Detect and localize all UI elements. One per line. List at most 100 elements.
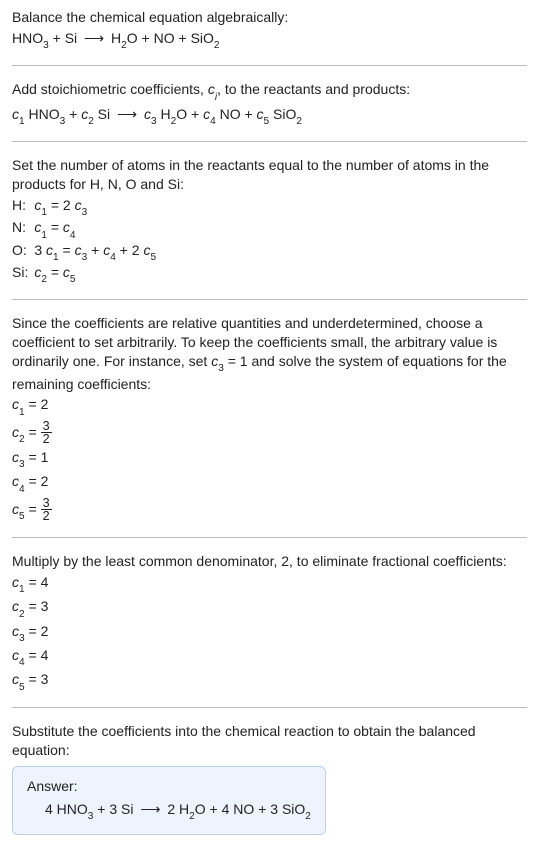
- sub: 2: [296, 116, 302, 127]
- eq: = 3: [25, 598, 49, 614]
- section1-heading: Balance the chemical equation algebraica…: [12, 8, 527, 27]
- c: c: [12, 106, 19, 122]
- lhs-hno3: HNO3: [12, 30, 49, 46]
- sub: 1: [41, 230, 47, 241]
- element-label: N:: [12, 218, 34, 240]
- c: c: [12, 449, 19, 465]
- atom-balance-table: H: c1 = 2 c3 N: c1 = c4 O: 3 c1 = c3 + c…: [12, 196, 160, 286]
- c: c: [12, 623, 19, 639]
- arrow-icon: ⟶: [81, 30, 107, 46]
- sub: 4: [70, 230, 76, 241]
- c1-line: c1 = 4: [12, 573, 527, 595]
- lhs-si: Si: [65, 30, 77, 46]
- plus: +: [187, 106, 203, 122]
- c: c: [63, 264, 70, 280]
- eq: = 3: [25, 671, 49, 687]
- answer-equation: 4 HNO3 + 3 Si ⟶ 2 H2O + 4 NO + 3 SiO2: [27, 800, 311, 822]
- sub: 4: [19, 484, 25, 495]
- c4-line: c4 = 4: [12, 646, 527, 668]
- txt: 3 SiO: [270, 801, 305, 817]
- plus: +: [254, 801, 270, 817]
- divider: [12, 299, 527, 300]
- ci-sub: i: [215, 92, 217, 103]
- section2-equation: c1 HNO3 + c2 Si ⟶ c3 H2O + c4 NO + c5 Si…: [12, 105, 527, 127]
- mid: =: [47, 264, 63, 280]
- sub: 2: [88, 116, 94, 127]
- element-label: O:: [12, 241, 34, 263]
- sub: 1: [19, 584, 25, 595]
- divider: [12, 537, 527, 538]
- plus: +: [175, 30, 191, 46]
- eq: = 1: [25, 449, 49, 465]
- row-h: H: c1 = 2 c3: [12, 196, 160, 218]
- sub: 5: [19, 682, 25, 693]
- c: c: [12, 424, 19, 440]
- section4-heading: Since the coefficients are relative quan…: [12, 314, 527, 393]
- sub: 5: [264, 116, 270, 127]
- eq: =: [25, 424, 41, 440]
- txt: 4 HNO: [45, 801, 88, 817]
- c: c: [257, 106, 264, 122]
- sub: 2: [19, 434, 25, 445]
- plus: +: [241, 106, 257, 122]
- c5-line: c5 = 3: [12, 670, 527, 692]
- sub: 2: [19, 609, 25, 620]
- txt: HNO: [12, 30, 43, 46]
- c: c: [12, 574, 19, 590]
- eq: = 4: [25, 647, 49, 663]
- sp: O: [176, 106, 187, 122]
- c: c: [63, 219, 70, 235]
- answer-box: Answer: 4 HNO3 + 3 Si ⟶ 2 H2O + 4 NO + 3…: [12, 766, 326, 835]
- eq: = 2: [25, 623, 49, 639]
- sub: 1: [41, 207, 47, 218]
- rhs-sio2: SiO2: [191, 30, 220, 46]
- sub: 4: [110, 252, 116, 263]
- divider: [12, 141, 527, 142]
- row-si: Si: c2 = c5: [12, 263, 160, 285]
- rhs-no: NO: [154, 30, 175, 46]
- section3-heading: Set the number of atoms in the reactants…: [12, 156, 527, 194]
- c: c: [12, 396, 19, 412]
- eq: c2 = c5: [34, 263, 160, 285]
- txt: , to the reactants and products:: [217, 81, 410, 97]
- sub: 1: [19, 407, 25, 418]
- plus: +: [65, 106, 81, 122]
- sub: 5: [150, 252, 156, 263]
- c5-line: c5 = 32: [12, 497, 527, 523]
- section1-equation: HNO3 + Si ⟶ H2O + NO + SiO2: [12, 29, 527, 51]
- c: c: [12, 647, 19, 663]
- eq: c1 = c4: [34, 218, 160, 240]
- c: c: [12, 501, 19, 517]
- plus: +: [93, 801, 109, 817]
- sub: 2: [171, 116, 177, 127]
- sub: 1: [19, 116, 25, 127]
- c2-line: c2 = 32: [12, 420, 527, 446]
- plus: +: [138, 30, 154, 46]
- sp: H: [157, 106, 171, 122]
- c: c: [144, 106, 151, 122]
- c3-line: c3 = 1: [12, 448, 527, 470]
- sub: 1: [53, 252, 59, 263]
- eq: = 4: [25, 574, 49, 590]
- sub: 3: [88, 811, 94, 822]
- plus: + 2: [116, 242, 144, 258]
- element-label: Si:: [12, 263, 34, 285]
- txt: O: [127, 30, 138, 46]
- section5-heading: Multiply by the least common denominator…: [12, 552, 527, 571]
- sub: 2: [189, 811, 195, 822]
- row-n: N: c1 = c4: [12, 218, 160, 240]
- sp: SiO: [269, 106, 296, 122]
- txt: SiO: [191, 30, 214, 46]
- c4-line: c4 = 2: [12, 472, 527, 494]
- num: 3: [41, 497, 52, 510]
- txt: Add stoichiometric coefficients,: [12, 81, 208, 97]
- sub: 3: [151, 116, 157, 127]
- pre: 3: [34, 242, 46, 258]
- sub: 3: [82, 207, 88, 218]
- c: c: [46, 242, 53, 258]
- section6-heading: Substitute the coefficients into the che…: [12, 722, 527, 760]
- txt: O: [195, 801, 206, 817]
- eq: c1 = 2 c3: [34, 196, 160, 218]
- arrow-icon: ⟶: [137, 801, 163, 817]
- ci: c: [208, 81, 215, 97]
